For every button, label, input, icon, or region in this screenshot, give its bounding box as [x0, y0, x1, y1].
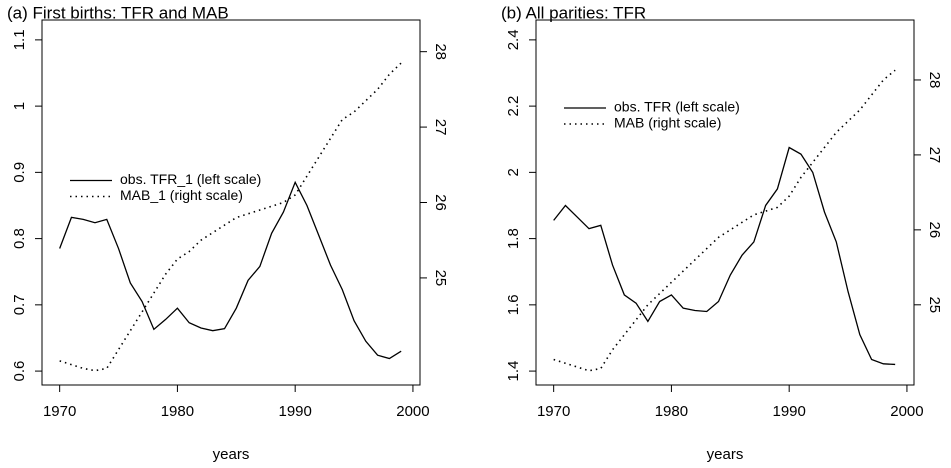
legend-label: obs. TFR_1 (left scale): [120, 171, 261, 187]
y2-tick-label: 26: [432, 194, 449, 211]
series-line: [59, 180, 402, 360]
x-tick-label: 1970: [43, 403, 76, 420]
y-tick-label: 0.8: [11, 228, 28, 249]
x-tick-label: 2000: [890, 403, 923, 420]
legend-label: MAB (right scale): [614, 115, 721, 131]
x-tick-label: 1980: [655, 403, 688, 420]
x-axis-label: years: [213, 446, 250, 463]
plot-frame: [535, 19, 915, 386]
series-line: [59, 62, 402, 372]
x-tick-label: 1970: [537, 403, 570, 420]
y2-tick-label: 27: [926, 147, 943, 164]
series-line: [553, 69, 896, 372]
x-tick-label: 2000: [396, 403, 429, 420]
x-axis-label: years: [707, 446, 744, 463]
y-tick-label: 0.9: [11, 162, 28, 183]
y-tick-label: 1.6: [505, 294, 522, 315]
y-tick-label: 2.2: [505, 96, 522, 117]
y2-tick-label: 27: [432, 119, 449, 136]
y2-tick-label: 25: [926, 296, 943, 313]
y-tick-label: 0.6: [11, 361, 28, 382]
y-tick-label: 0.7: [11, 294, 28, 315]
y2-tick-label: 26: [926, 222, 943, 239]
y-tick-label: 2.4: [505, 29, 522, 50]
chart-title: (b) All parities: TFR: [501, 3, 646, 22]
x-tick-label: 1990: [278, 403, 311, 420]
y2-tick-label: 28: [432, 43, 449, 60]
legend-label: obs. TFR (left scale): [614, 99, 740, 115]
y-tick-label: 2: [505, 168, 522, 176]
chart-title: (a) First births: TFR and MAB: [7, 3, 229, 22]
y-tick-label: 1: [11, 102, 28, 110]
y2-tick-label: 28: [926, 72, 943, 89]
series-line: [553, 146, 896, 366]
legend-label: MAB_1 (right scale): [120, 187, 243, 203]
x-tick-label: 1980: [161, 403, 194, 420]
y-tick-label: 1.8: [505, 228, 522, 249]
y2-tick-label: 25: [432, 270, 449, 287]
x-tick-label: 1990: [772, 403, 805, 420]
y-tick-label: 1.1: [11, 29, 28, 50]
y-tick-label: 1.4: [505, 361, 522, 382]
